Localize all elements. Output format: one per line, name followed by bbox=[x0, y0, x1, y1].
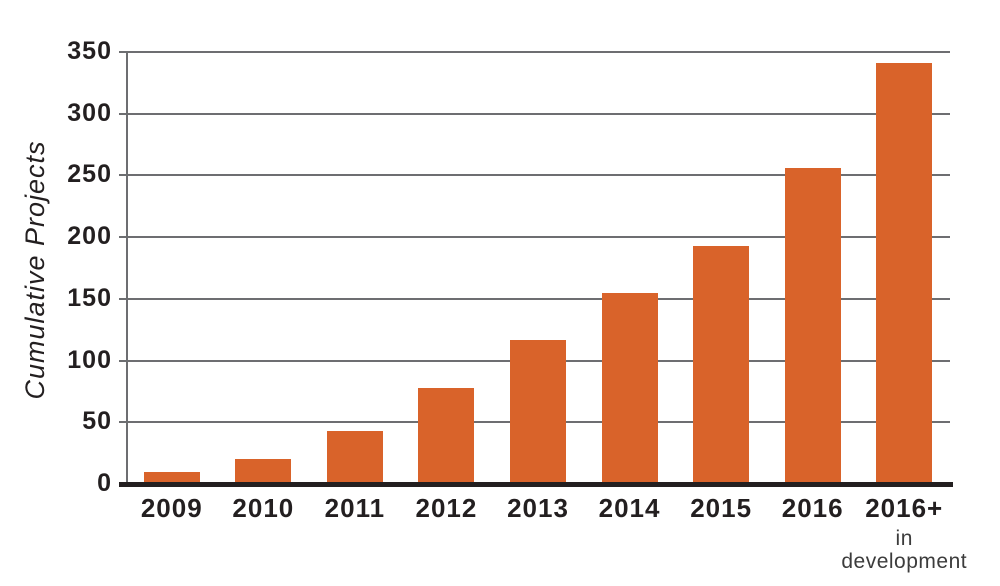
x-tick-label-2011: 2011 bbox=[324, 493, 386, 523]
gridline-250 bbox=[119, 174, 950, 177]
x-tick-label-2014: 2014 bbox=[598, 493, 661, 523]
bar-2009 bbox=[143, 471, 200, 484]
x-tick-label-2016+: 2016+ bbox=[865, 493, 944, 523]
gridline-150 bbox=[119, 297, 950, 300]
y-tick-label-50: 50 bbox=[82, 407, 112, 436]
x-tick-label-2012: 2012 bbox=[415, 493, 478, 523]
bar-2012 bbox=[418, 387, 475, 484]
y-tick-label-0: 0 bbox=[97, 469, 112, 497]
gridline-300 bbox=[119, 112, 950, 115]
x-sublabel-line1: in bbox=[895, 527, 913, 550]
x-tick-label-2010: 2010 bbox=[232, 493, 295, 523]
y-tick-label-250: 250 bbox=[67, 160, 112, 189]
y-tick-label-200: 200 bbox=[67, 222, 112, 251]
x-tick-label-2013: 2013 bbox=[507, 493, 569, 523]
y-axis-line bbox=[126, 52, 128, 484]
x-sublabel-in-development: in development bbox=[819, 527, 989, 573]
x-tick-label-2016: 2016 bbox=[781, 493, 844, 523]
bar-2016 bbox=[784, 168, 841, 484]
bar-2013 bbox=[510, 339, 566, 484]
bar-2010 bbox=[235, 459, 292, 484]
gridline-200 bbox=[119, 236, 950, 239]
bar-2011 bbox=[326, 430, 383, 484]
x-tick-label-2009: 2009 bbox=[140, 493, 203, 523]
x-axis-line bbox=[119, 482, 953, 487]
y-tick-label-300: 300 bbox=[67, 98, 112, 127]
y-tick-label-150: 150 bbox=[67, 283, 112, 312]
plot-area bbox=[119, 51, 953, 487]
bar-2016+ bbox=[876, 63, 933, 484]
x-tick-label-2015: 2015 bbox=[690, 493, 753, 523]
y-tick-label-100: 100 bbox=[67, 345, 112, 374]
x-sublabel-line2: development bbox=[841, 550, 968, 573]
gridline-350 bbox=[119, 51, 950, 53]
bar-2014 bbox=[601, 292, 658, 484]
bar-2015 bbox=[693, 245, 750, 484]
y-tick-label-350: 350 bbox=[67, 37, 112, 65]
